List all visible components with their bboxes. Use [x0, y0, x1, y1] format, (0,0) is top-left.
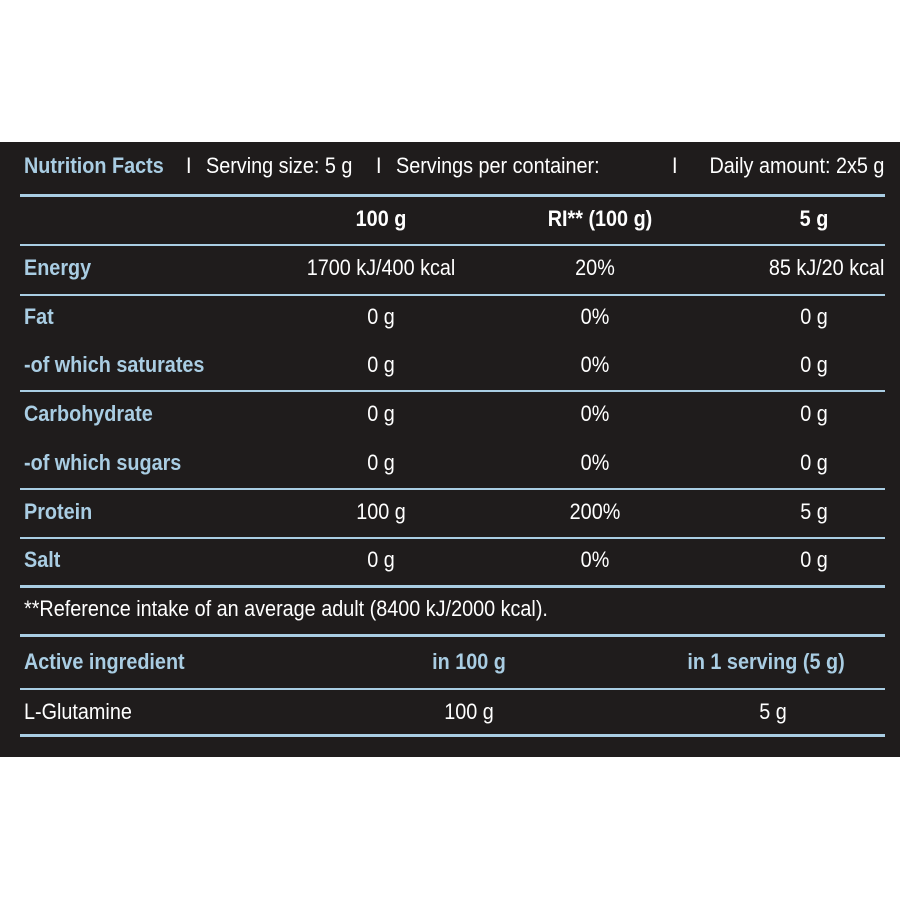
value-per-100g: 0 g [367, 450, 395, 475]
divider [20, 585, 885, 588]
value-per-serving: 0 g [800, 547, 828, 572]
value-per-serving: 0 g [800, 304, 828, 329]
nutrition-facts-panel: Nutrition Facts I Serving size: 5 g I Se… [0, 142, 900, 757]
divider [20, 390, 885, 392]
divider [20, 294, 885, 296]
ingredient-per-100g: 100 g [444, 699, 494, 724]
value-ri: 20% [575, 255, 615, 280]
divider [20, 194, 885, 197]
servings-per-container: Servings per container: [396, 153, 600, 178]
active-ingredient-header: Active ingredient [24, 649, 185, 674]
value-per-serving: 5 g [800, 499, 828, 524]
divider [20, 244, 885, 246]
divider [20, 734, 885, 737]
ingredient-per-serving: 5 g [759, 699, 787, 724]
nutrient-name: Salt [24, 547, 61, 572]
ingredient-name: L-Glutamine [24, 699, 132, 724]
nutrient-name: Fat [24, 304, 54, 329]
value-per-serving: 0 g [800, 352, 828, 377]
nutrient-name: -of which saturates [24, 352, 205, 377]
value-per-100g: 100 g [356, 499, 406, 524]
column-header-serving: 5 g [799, 206, 829, 231]
separator: I [672, 153, 678, 178]
divider [20, 488, 885, 490]
value-ri: 0% [580, 304, 610, 329]
active-per-100g-header: in 100 g [432, 649, 506, 674]
value-ri: 0% [580, 450, 610, 475]
value-per-100g: 1700 kJ/400 kcal [306, 255, 456, 280]
nutrient-name: Carbohydrate [24, 401, 153, 426]
column-header-100g: 100 g [355, 206, 407, 231]
serving-size: Serving size: 5 g [206, 153, 353, 178]
value-per-100g: 0 g [367, 547, 395, 572]
value-per-serving: 0 g [800, 401, 828, 426]
column-header-ri: RI** (100 g) [547, 206, 653, 231]
reference-intake-footnote: **Reference intake of an average adult (… [24, 596, 548, 621]
value-ri: 0% [580, 352, 610, 377]
nutrition-facts-title: Nutrition Facts [24, 153, 164, 178]
divider [20, 688, 885, 690]
divider [20, 537, 885, 539]
nutrient-name: Protein [24, 499, 93, 524]
value-ri: 200% [569, 499, 621, 524]
value-per-serving: 0 g [800, 450, 828, 475]
active-per-serving-header: in 1 serving (5 g) [687, 649, 845, 674]
separator: I [186, 153, 192, 178]
value-ri: 0% [580, 401, 610, 426]
value-per-100g: 0 g [367, 401, 395, 426]
nutrient-name: Energy [24, 255, 92, 280]
divider [20, 634, 885, 637]
value-per-100g: 0 g [367, 352, 395, 377]
nutrient-name: -of which sugars [24, 450, 182, 475]
value-per-100g: 0 g [367, 304, 395, 329]
value-per-serving: 85 kJ/20 kcal [768, 255, 884, 280]
daily-amount: Daily amount: 2x5 g [709, 153, 884, 178]
value-ri: 0% [580, 547, 610, 572]
separator: I [376, 153, 382, 178]
